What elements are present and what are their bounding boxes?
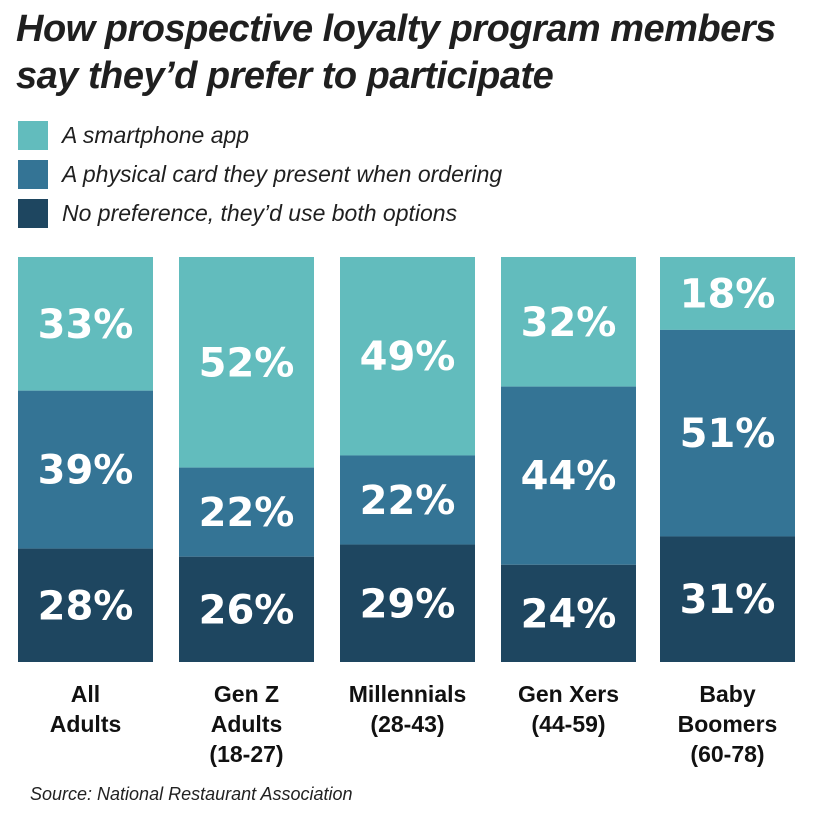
bar-segment-gen-xers-smartphone-app xyxy=(501,257,636,387)
data-label-baby-boomers-smartphone-app: 18% xyxy=(680,271,776,317)
bar-segment-gen-xers-physical-card xyxy=(501,386,636,565)
bar-segment-gen-z-adults-smartphone-app xyxy=(179,257,314,468)
bar-segment-millennials-no-preference xyxy=(340,544,475,662)
chart-title: How prospective loyalty program members … xyxy=(16,8,776,97)
data-label-gen-xers-smartphone-app: 32% xyxy=(521,300,617,346)
legend-item-smartphone-app: A smartphone app xyxy=(18,116,798,155)
data-label-all-adults-no-preference: 28% xyxy=(38,583,134,629)
data-label-baby-boomers-no-preference: 31% xyxy=(680,577,776,623)
data-label-baby-boomers-physical-card: 51% xyxy=(680,411,776,457)
category-label-millennials: Millennials (28-43) xyxy=(349,681,467,737)
bar-segment-millennials-smartphone-app xyxy=(340,257,475,456)
legend-swatch-no-preference xyxy=(18,199,48,228)
bar-segment-gen-z-adults-no-preference xyxy=(179,556,314,662)
data-label-all-adults-smartphone-app: 33% xyxy=(38,302,134,348)
category-label-gen-xers: Gen Xers (44-59) xyxy=(518,681,619,737)
legend-item-no-preference: No preference, they’d use both options xyxy=(18,194,798,233)
bar-segment-all-adults-smartphone-app xyxy=(18,257,153,391)
bar-segment-all-adults-physical-card xyxy=(18,390,153,549)
bar-segment-gen-z-adults-physical-card xyxy=(179,467,314,557)
legend-label-no-preference: No preference, they’d use both options xyxy=(62,200,458,226)
data-label-millennials-no-preference: 29% xyxy=(360,581,456,627)
data-label-all-adults-physical-card: 39% xyxy=(38,448,134,494)
bar-segment-baby-boomers-smartphone-app xyxy=(660,257,795,330)
data-label-gen-z-adults-physical-card: 22% xyxy=(199,490,295,536)
category-label-baby-boomers: Baby Boomers (60-78) xyxy=(678,681,778,767)
legend-item-physical-card: A physical card they present when orderi… xyxy=(18,155,798,194)
legend-swatch-smartphone-app xyxy=(18,121,48,150)
data-label-millennials-smartphone-app: 49% xyxy=(360,334,456,380)
bar-segment-gen-xers-no-preference xyxy=(501,564,636,662)
legend: A smartphone app A physical card they pr… xyxy=(18,116,798,233)
source-note: Source: National Restaurant Association xyxy=(30,784,353,804)
data-label-gen-z-adults-smartphone-app: 52% xyxy=(199,340,295,386)
data-label-gen-xers-physical-card: 44% xyxy=(521,454,617,500)
data-label-millennials-physical-card: 22% xyxy=(360,478,456,524)
category-label-gen-z-adults: Gen Z Adults (18-27) xyxy=(209,681,283,767)
data-label-gen-z-adults-no-preference: 26% xyxy=(199,587,295,633)
legend-label-smartphone-app: A smartphone app xyxy=(62,122,250,148)
bar-segment-baby-boomers-physical-card xyxy=(660,329,795,537)
bar-segment-all-adults-no-preference xyxy=(18,548,153,662)
legend-label-physical-card: A physical card they present when orderi… xyxy=(62,161,503,187)
bar-segment-baby-boomers-no-preference xyxy=(660,536,795,662)
category-label-all-adults: All Adults xyxy=(50,681,122,737)
data-label-gen-xers-no-preference: 24% xyxy=(521,591,617,637)
legend-swatch-physical-card xyxy=(18,160,48,189)
bar-segment-millennials-physical-card xyxy=(340,455,475,545)
